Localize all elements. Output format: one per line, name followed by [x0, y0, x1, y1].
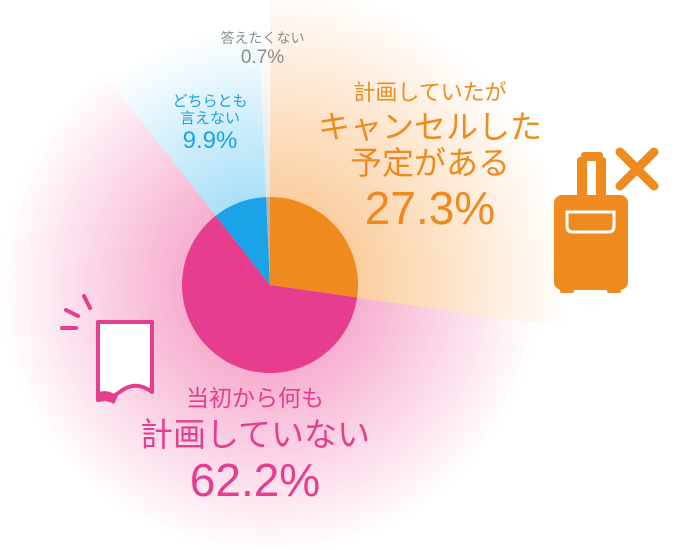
label-no-plan-value: 62.2% — [189, 454, 321, 507]
label-cancelled-name-2: キャンセルした — [317, 107, 542, 146]
label-no-answer: 答えたくない 0.7% — [205, 31, 320, 69]
pie-slice-3 — [266, 196, 270, 285]
pie-slice-2 — [215, 197, 270, 285]
label-no-answer-name: 答えたくない — [220, 31, 305, 47]
label-no-plan-name-2: 計画していない — [139, 414, 370, 454]
label-neither-value: 9.9% — [182, 126, 238, 154]
label-no-plan-name-1: 当初から何も — [186, 386, 324, 412]
cross-icon — [615, 147, 659, 191]
label-cancelled: 計画していたが キャンセルした 予定がある 27.3% — [300, 80, 560, 235]
pie-slice-1 — [181, 215, 358, 373]
suitcase-icon — [554, 152, 628, 293]
label-no-plan: 当初から何も 計画していない 62.2% — [105, 385, 405, 507]
label-cancelled-name-1: 計画していたが — [353, 81, 507, 106]
label-neither: どちらとも 言えない 9.9% — [150, 92, 270, 154]
label-no-answer-value: 0.7% — [240, 47, 285, 69]
document-icon — [60, 294, 154, 404]
label-neither-name-1: どちらとも — [172, 92, 248, 110]
label-neither-name-2: 言えない — [179, 109, 240, 128]
label-cancelled-value: 27.3% — [364, 182, 496, 235]
label-cancelled-name-3: 予定がある — [349, 144, 510, 183]
pie-slice-0 — [270, 197, 358, 298]
